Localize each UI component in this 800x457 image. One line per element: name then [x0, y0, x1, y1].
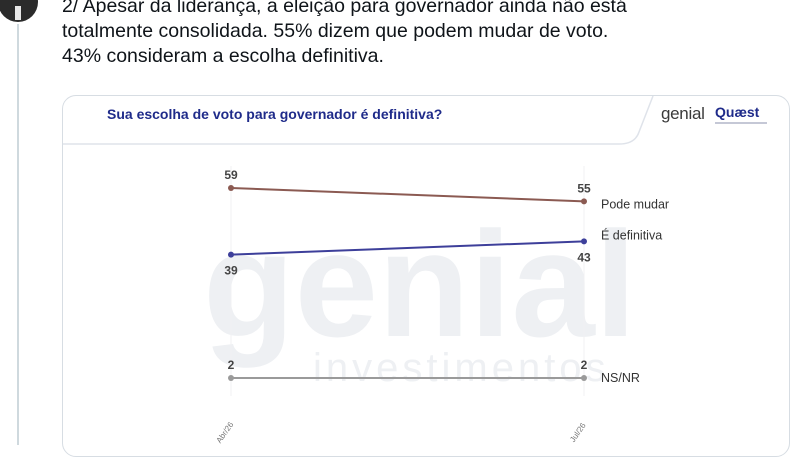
card-header: Sua escolha de voto para governador é de…: [63, 96, 789, 140]
data-label-1-0: 39: [224, 264, 238, 278]
tweet-text: 2/ Apesar da liderança, a eleição para g…: [62, 0, 762, 69]
data-point-0-0: [228, 185, 234, 191]
data-point-2-1: [581, 375, 587, 381]
header-divider: [63, 96, 654, 145]
chart-image-card[interactable]: genial investimentos Sua escolha de voto…: [62, 95, 790, 457]
data-point-1-1: [581, 238, 587, 245]
thread-line: [17, 24, 19, 445]
genial-logo: genial: [661, 104, 705, 123]
series-line-1: [230, 240, 585, 256]
series-name-1: É definitiva: [601, 227, 662, 242]
avatar[interactable]: [0, 0, 38, 22]
series-name-2: NS/NR: [601, 371, 640, 385]
data-point-1-0: [228, 251, 234, 258]
watermark-investimentos: investimentos: [313, 346, 610, 390]
tweet-line-1: 2/ Apesar da liderança, a eleição para g…: [62, 0, 627, 17]
data-label-1-1: 43: [577, 250, 591, 264]
data-label-0-1: 55: [577, 181, 591, 195]
series-name-0: Pode mudar: [601, 197, 669, 211]
data-label-2-1: 2: [581, 358, 588, 372]
data-label-0-0: 59: [224, 168, 238, 182]
avatar-tie: [15, 6, 21, 20]
tweet-line-2: totalmente consolidada. 55% dizem que po…: [62, 20, 609, 42]
data-point-0-1: [581, 198, 587, 205]
data-point-2-0: [228, 375, 234, 381]
data-label-2-0: 2: [228, 358, 235, 372]
chart-title: Sua escolha de voto para governador é de…: [107, 106, 443, 122]
x-tick-label-1: Jul/26: [568, 421, 588, 444]
series-line-0: [230, 187, 585, 203]
quaest-logo-tagline: [715, 122, 767, 124]
watermark: genial investimentos: [203, 200, 636, 390]
chart-svg: 59 55 Pode mudar 39 43 É definitiva 2 2 NS/NR Abr…: [63, 96, 669, 445]
tweet-line-3: 43% consideram a escolha definitiva.: [62, 45, 384, 67]
x-tick-label-0: Abr/26: [215, 420, 236, 445]
watermark-genial: genial: [203, 200, 636, 368]
quaest-logo: Quæst: [715, 104, 760, 120]
